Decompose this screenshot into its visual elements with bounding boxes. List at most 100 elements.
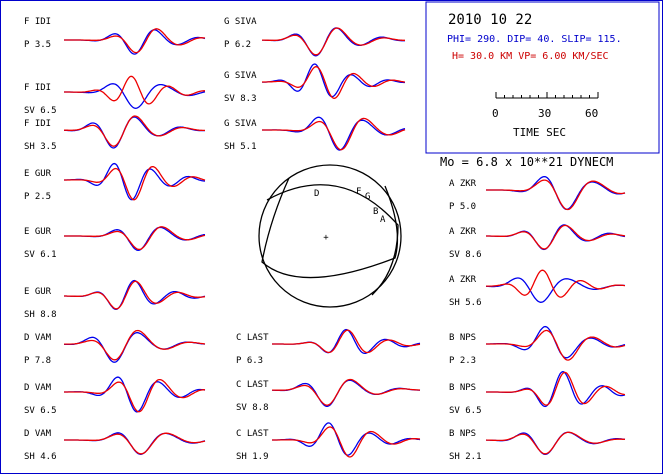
observed-waveform (64, 332, 206, 363)
observed-waveform (272, 328, 421, 355)
synthetic-waveform (272, 329, 421, 354)
time-scale-label: TIME SEC (513, 126, 566, 139)
station-panel: F IDI SH 3.5 (24, 115, 205, 152)
event-date: 2010 10 22 (448, 12, 532, 28)
station-panel: C LAST P 6.3 (236, 328, 421, 366)
phase-label: SV 6.5 (24, 406, 57, 416)
time-tick-label-60: 60 (585, 107, 598, 120)
station-code: B NPS (449, 383, 476, 393)
station-code: G SIVA (224, 71, 257, 81)
station-panel: G SIVA SH 5.1 (224, 116, 406, 152)
phase-label: SV 8.3 (224, 94, 257, 104)
phase-label: P 6.3 (236, 356, 263, 366)
phase-label: SV 8.6 (449, 250, 482, 260)
station-code: E GUR (24, 287, 52, 297)
station-code: F IDI (24, 17, 51, 27)
phase-label: P 3.5 (24, 40, 51, 50)
station-panel: F IDI SV 6.5 (24, 75, 206, 116)
station-panel: F IDI P 3.5 (24, 17, 206, 55)
phase-label: SH 8.8 (24, 310, 57, 320)
station-panel: C LAST SH 1.9 (236, 422, 421, 462)
station-code: F IDI (24, 83, 51, 93)
observed-waveform (64, 162, 206, 201)
station-code: G SIVA (224, 17, 257, 27)
phase-label: SV 6.5 (449, 406, 482, 416)
observed-waveform (262, 27, 405, 57)
station-code: E GUR (24, 227, 52, 237)
station-panel: A ZKR P 5.0 (449, 176, 626, 212)
synthetic-waveform (486, 179, 626, 211)
synthetic-waveform (64, 378, 206, 413)
phase-label: P 2.5 (24, 192, 51, 202)
waveform-panels: F IDI P 3.5 F IDI SV 6.5 F IDI SH 3.5 E GUR P 2… (24, 17, 626, 462)
phase-label: SH 4.6 (24, 452, 57, 462)
station-code: D VAM (24, 429, 52, 439)
station-code: A ZKR (449, 179, 477, 189)
station-panel: G SIVA SV 8.3 (224, 63, 406, 104)
focal-sphere: + D F G B A (258, 164, 402, 308)
phase-label: SH 3.5 (24, 142, 57, 152)
station-panel: D VAM P 7.8 (24, 329, 206, 366)
mechanism-parameters: PHI= 290. DIP= 40. SLIP= 115. (447, 34, 622, 45)
phase-label: SH 2.1 (449, 452, 482, 462)
observed-waveform (64, 83, 206, 109)
time-scale-ticks (495, 92, 599, 98)
station-code: F IDI (24, 119, 51, 129)
station-code: A ZKR (449, 227, 477, 237)
station-panel: D VAM SH 4.6 (24, 429, 206, 462)
station-code: E GUR (24, 169, 52, 179)
synthetic-waveform (64, 28, 206, 54)
station-panel: G SIVA P 6.2 (224, 17, 405, 57)
station-panel: B NPS SV 6.5 (449, 371, 626, 416)
station-panel: D VAM SV 6.5 (24, 376, 206, 416)
sphere-label-d: D (314, 189, 319, 199)
station-code: B NPS (449, 333, 476, 343)
synthetic-waveform (64, 165, 206, 201)
synthetic-waveform (64, 280, 206, 310)
synthetic-waveform (64, 226, 206, 251)
synthetic-waveform (272, 378, 420, 406)
focal-sphere-outline (258, 164, 402, 308)
observed-waveform (486, 224, 626, 251)
station-code: D VAM (24, 383, 52, 393)
observed-waveform (272, 422, 421, 456)
phase-label: SV 6.5 (24, 106, 57, 116)
synthetic-waveform (486, 329, 626, 361)
synthetic-waveform (262, 117, 406, 151)
phase-label: P 2.3 (449, 356, 476, 366)
info-box-border (425, 1, 660, 154)
info-box: 2010 10 22 PHI= 290. DIP= 40. SLIP= 115.… (425, 1, 660, 154)
station-code: A ZKR (449, 275, 477, 285)
phase-label: P 6.2 (224, 40, 251, 50)
sphere-label-b: B (373, 207, 378, 217)
synthetic-waveform (486, 371, 626, 406)
phase-label: SV 8.8 (236, 403, 269, 413)
phase-label: SH 5.1 (224, 142, 257, 152)
station-code: C LAST (236, 429, 269, 439)
time-tick-label-30: 30 (538, 107, 551, 120)
phase-label: SH 5.6 (449, 298, 482, 308)
synthetic-waveform (486, 224, 626, 250)
station-code: C LAST (236, 333, 269, 343)
synthetic-waveform (64, 75, 205, 105)
synthetic-waveform (64, 432, 206, 455)
seismic-moment: Mo = 6.8 x 10**21 DYNECM (440, 155, 613, 169)
time-scale-bar: 0 30 60 TIME SEC (492, 92, 599, 139)
sphere-label-g: G (365, 192, 370, 202)
observed-waveform (271, 379, 421, 407)
synthetic-waveform (262, 27, 405, 56)
nodal-plane-2 (266, 184, 399, 296)
phase-label: P 5.0 (449, 202, 476, 212)
sphere-label-f: F (356, 187, 361, 197)
sphere-center-mark: + (323, 233, 329, 243)
station-panel: A ZKR SV 8.6 (449, 224, 626, 260)
sphere-label-a: A (380, 215, 386, 225)
phase-label: P 7.8 (24, 356, 51, 366)
station-panel: E GUR P 2.5 (24, 162, 206, 202)
observed-waveform (64, 432, 206, 455)
synthetic-waveform (486, 431, 626, 455)
depth-velocity: H= 30.0 KM VP= 6.00 KM/SEC (452, 51, 609, 62)
station-code: D VAM (24, 333, 52, 343)
station-panel: B NPS P 2.3 (449, 325, 626, 366)
